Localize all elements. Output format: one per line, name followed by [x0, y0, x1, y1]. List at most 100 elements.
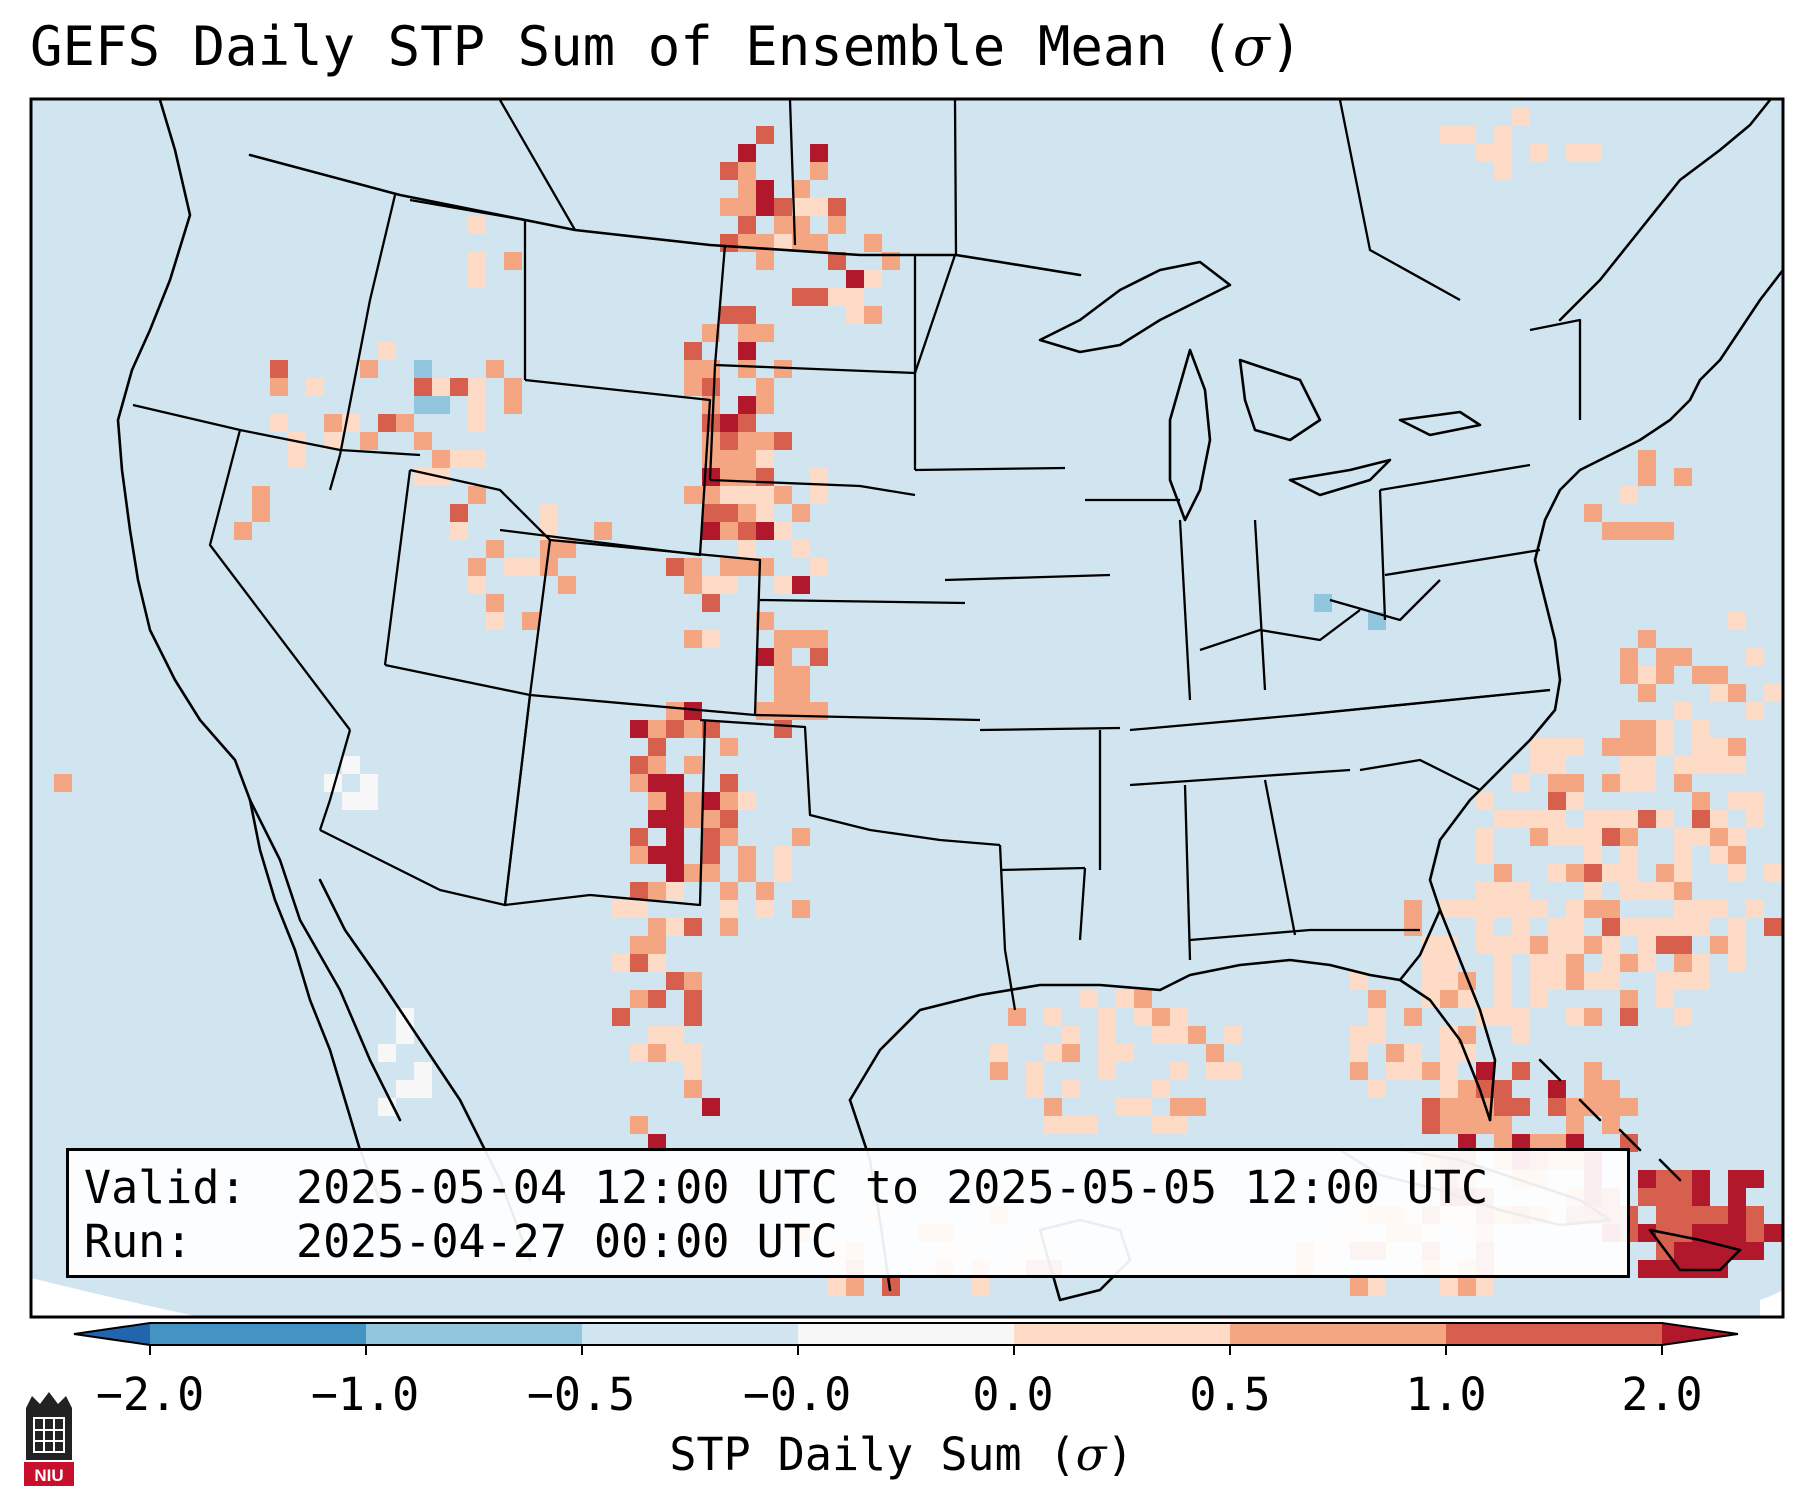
- stp-cell: [1674, 774, 1692, 792]
- stp-cell: [684, 720, 702, 738]
- stp-cell: [1728, 1242, 1746, 1260]
- stp-cell: [1638, 1188, 1656, 1206]
- stp-cell: [1062, 1026, 1080, 1044]
- state-id-east: [338, 194, 397, 456]
- stp-cell: [738, 792, 756, 810]
- stp-cell: [720, 774, 738, 792]
- stp-cell: [1548, 918, 1566, 936]
- stp-cell: [1566, 738, 1584, 756]
- colorbar: [73, 1322, 1739, 1355]
- stp-cell: [1188, 1026, 1206, 1044]
- stp-cell: [1566, 864, 1584, 882]
- stp-cell: [1404, 1008, 1422, 1026]
- stp-cell: [1638, 1224, 1656, 1242]
- stp-cell: [468, 576, 486, 594]
- stp-cell: [1692, 828, 1710, 846]
- stp-cell: [468, 414, 486, 432]
- stp-cell: [252, 486, 270, 504]
- state-nd-sd: [714, 363, 916, 375]
- colorbar-label-sigma: σ: [1075, 1428, 1107, 1481]
- stp-cell: [468, 216, 486, 234]
- stp-cell: [810, 558, 828, 576]
- stp-cell: [1602, 954, 1620, 972]
- stp-cell: [738, 468, 756, 486]
- stp-cell: [738, 306, 756, 324]
- stp-cell: [1530, 954, 1548, 972]
- stp-cell: [756, 882, 774, 900]
- state-or-east: [328, 454, 342, 491]
- stp-cell: [1728, 828, 1746, 846]
- stp-cell: [1692, 792, 1710, 810]
- stp-cell: [1494, 126, 1512, 144]
- stp-cell: [1656, 864, 1674, 882]
- stp-cell: [792, 540, 810, 558]
- stp-cell: [774, 666, 792, 684]
- stp-cell: [1566, 918, 1584, 936]
- stp-cell: [468, 486, 486, 504]
- stp-cell: [360, 774, 378, 792]
- stp-cell: [1134, 1008, 1152, 1026]
- stp-cell: [1494, 1080, 1512, 1098]
- state-tx-east: [998, 844, 1017, 1011]
- stp-cell: [1728, 738, 1746, 756]
- stp-cell: [1674, 828, 1692, 846]
- stp-cell: [1530, 900, 1548, 918]
- stp-cell: [1746, 792, 1764, 810]
- stp-cell: [666, 702, 684, 720]
- stp-cell: [1566, 1008, 1584, 1026]
- stp-cell: [1458, 126, 1476, 144]
- stp-cell: [1602, 936, 1620, 954]
- stp-cell: [1548, 810, 1566, 828]
- stp-cell: [1404, 918, 1422, 936]
- stp-cell: [792, 180, 810, 198]
- stp-cell: [648, 810, 666, 828]
- lake-ontario: [1398, 410, 1482, 437]
- stp-cell: [1692, 738, 1710, 756]
- stp-cell: [666, 810, 684, 828]
- stp-cell: [702, 360, 720, 378]
- stp-cell: [378, 342, 396, 360]
- stp-cell: [630, 720, 648, 738]
- state-wv: [1329, 579, 1441, 622]
- stp-cell: [1566, 792, 1584, 810]
- stp-cell: [738, 540, 756, 558]
- stp-cell: [1512, 1026, 1530, 1044]
- state-sd-ne: [709, 478, 916, 497]
- stp-cell: [1350, 1026, 1368, 1044]
- stp-cell: [810, 234, 828, 252]
- stp-cell: [1620, 810, 1638, 828]
- state-mt-wy: [409, 198, 527, 380]
- stp-cell: [720, 828, 738, 846]
- stp-cell: [288, 450, 306, 468]
- stp-cell: [702, 846, 720, 864]
- stp-cell: [1512, 936, 1530, 954]
- stp-cell: [720, 900, 738, 918]
- stp-cell: [1044, 1098, 1062, 1116]
- stp-cell: [720, 738, 738, 756]
- stp-cell: [1638, 720, 1656, 738]
- stp-cell: [1512, 1008, 1530, 1026]
- stp-cell: [1602, 1116, 1620, 1134]
- stp-cell: [1530, 738, 1548, 756]
- stp-cell: [1548, 774, 1566, 792]
- colorbar-segment: [1230, 1323, 1447, 1345]
- stp-cell: [1134, 1098, 1152, 1116]
- lake-huron: [1238, 358, 1322, 442]
- stp-cell: [630, 954, 648, 972]
- colorbar-tick-label: 0.5: [1189, 1368, 1271, 1421]
- colorbar-segment: [150, 1323, 367, 1345]
- stp-cell: [684, 486, 702, 504]
- stp-cell: [1566, 900, 1584, 918]
- colorbar-tick-label: 0.0: [972, 1368, 1054, 1421]
- stp-cell: [558, 540, 576, 558]
- colorbar-tick-label: −0.0: [742, 1368, 852, 1421]
- stp-cell: [1512, 1134, 1530, 1152]
- stp-cell: [792, 198, 810, 216]
- stp-cell: [756, 252, 774, 270]
- stp-cell: [414, 432, 432, 450]
- stp-cell: [756, 522, 774, 540]
- stp-cell: [792, 504, 810, 522]
- stp-cell: [630, 846, 648, 864]
- stp-cell: [738, 216, 756, 234]
- stp-cell: [1584, 882, 1602, 900]
